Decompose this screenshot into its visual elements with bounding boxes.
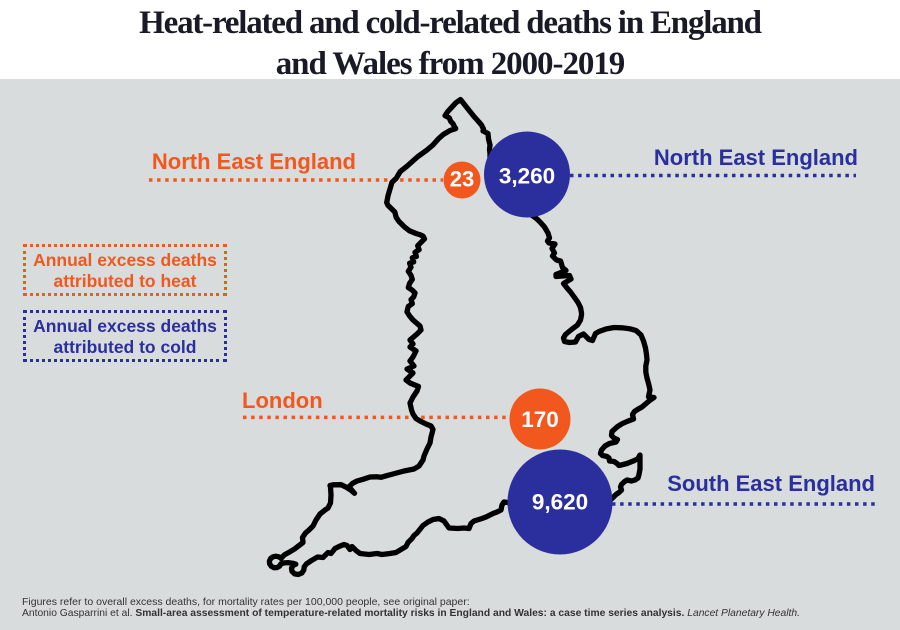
svg-text:9,620: 9,620 [532,490,588,515]
svg-text:23: 23 [450,167,474,192]
svg-text:170: 170 [521,407,559,432]
svg-text:3,260: 3,260 [499,164,555,189]
